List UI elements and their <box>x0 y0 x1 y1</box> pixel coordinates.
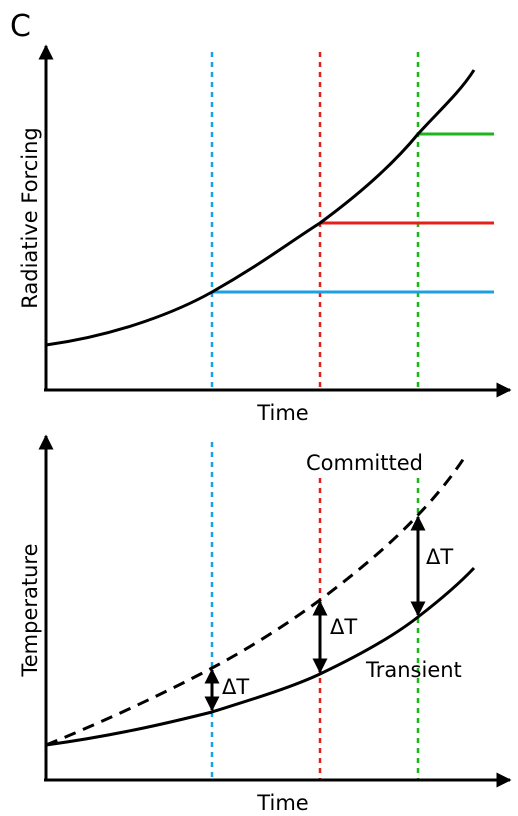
top-panel: Time Radiative Forcing <box>18 44 512 425</box>
committed-temperature-curve <box>45 454 468 747</box>
delta-t-label-blue: ΔT <box>222 675 249 699</box>
delta-t-label-red: ΔT <box>330 615 357 639</box>
radiative-forcing-curve <box>45 69 476 347</box>
delta-t-label-green: ΔT <box>426 545 453 569</box>
top-y-axis-label: Radiative Forcing <box>18 127 42 309</box>
top-x-axis-label: Time <box>256 401 308 425</box>
bottom-x-axis-label: Time <box>256 791 308 815</box>
committed-label: Committed <box>306 451 423 475</box>
panel-letter: C <box>10 9 31 44</box>
transient-temperature-curve <box>45 566 476 747</box>
bottom-panel: ΔT ΔT ΔT Committed Transient Time Temper… <box>18 434 512 815</box>
bottom-y-axis-label: Temperature <box>18 543 42 677</box>
transient-label: Transient <box>365 658 462 682</box>
